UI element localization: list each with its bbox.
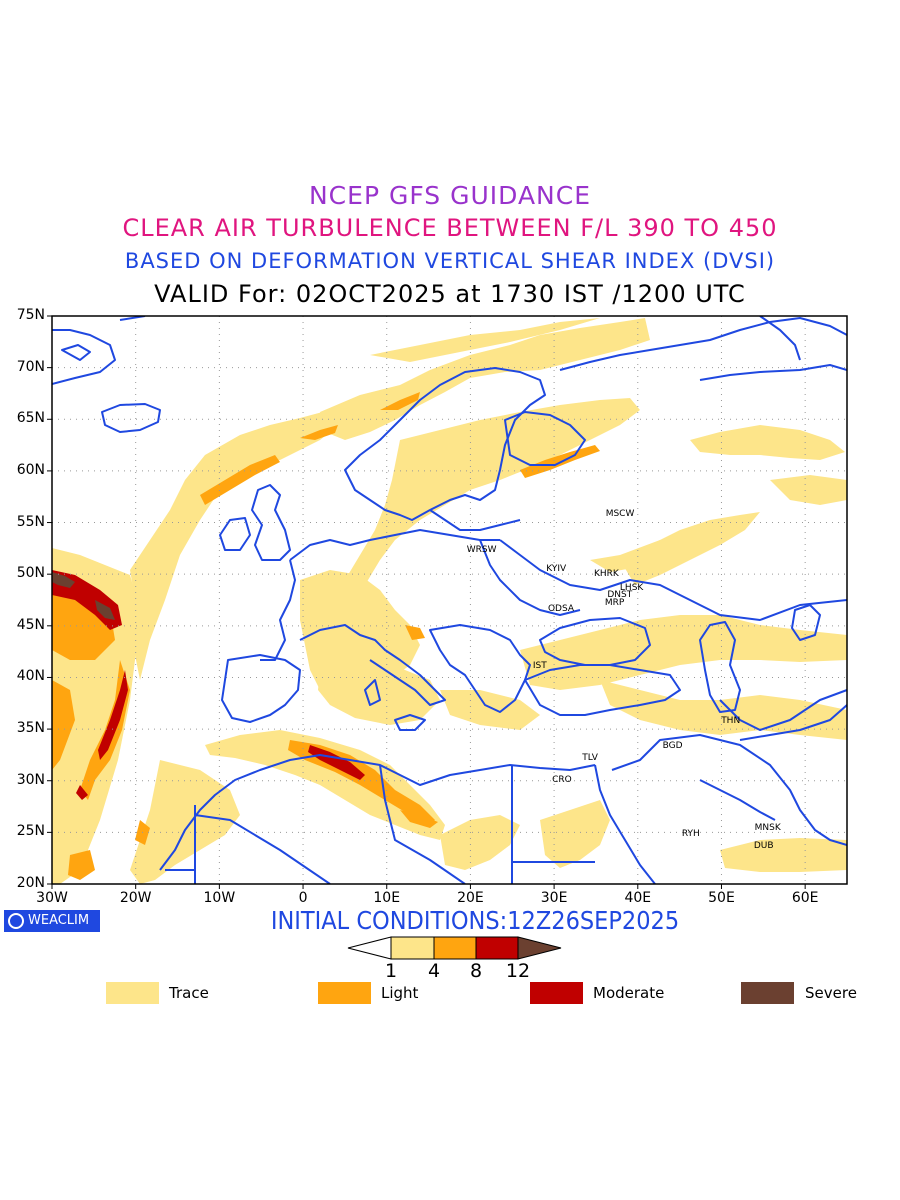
city-label: KYIV <box>546 564 567 575</box>
legend-label-severe: Severe <box>805 984 857 1002</box>
weaclim-badge: WEACLIM <box>4 910 100 932</box>
city-label: KHRK <box>593 569 619 580</box>
lat-label: 45N <box>16 616 45 633</box>
coastlines-and-borders <box>52 316 847 884</box>
turbulence-field <box>52 316 847 884</box>
title-line-2: CLEAR AIR TURBULENCE BETWEEN F/L 390 TO … <box>122 214 778 242</box>
colorbar-tick: 1 <box>384 960 398 982</box>
legend-label-moderate: Moderate <box>593 984 665 1002</box>
city-label: DUB <box>753 840 774 851</box>
city-label: BGD <box>662 740 683 751</box>
lon-label: 30W <box>36 890 68 906</box>
lat-label: 40N <box>16 668 45 685</box>
legend-swatch-moderate <box>530 982 583 1004</box>
lon-label: 30E <box>540 890 568 906</box>
city-label: MSCW <box>605 509 635 520</box>
logo-ring-icon <box>8 913 24 929</box>
colorbar-tick: 8 <box>469 960 483 982</box>
city-label: IST <box>532 661 547 672</box>
lat-label: 50N <box>16 565 45 582</box>
city-label: MNSK <box>754 823 781 834</box>
lon-label: 50E <box>708 890 735 906</box>
city-label: RYH <box>681 829 700 840</box>
city-label: TLV <box>582 753 598 764</box>
map-frame <box>51 315 848 885</box>
lat-label: 75N <box>16 307 45 323</box>
legend-label-light: Light <box>381 984 419 1002</box>
city-label: THN <box>721 715 741 726</box>
colorbar-tick: 12 <box>505 960 531 982</box>
colorbar <box>347 936 562 960</box>
city-label: CRO <box>552 774 572 785</box>
lon-label: 20W <box>119 890 152 906</box>
lat-label: 20N <box>16 875 45 891</box>
severe-areas <box>52 572 115 620</box>
axis-ticks <box>47 315 806 889</box>
legend-swatch-light <box>318 982 371 1004</box>
lat-label: 65N <box>16 410 45 427</box>
lon-label: 20E <box>457 890 484 906</box>
legend-swatch-severe <box>741 982 794 1004</box>
lon-label: 0 <box>298 890 308 906</box>
lat-label: 25N <box>16 823 45 840</box>
title-line-3: BASED ON DEFORMATION VERTICAL SHEAR INDE… <box>124 249 776 273</box>
trace-areas <box>52 318 847 884</box>
city-label: WRSW <box>466 545 497 556</box>
lat-label: 35N <box>16 720 45 737</box>
lat-label: 60N <box>16 461 45 478</box>
badge-label: WEACLIM <box>28 913 90 928</box>
city-label: DNST <box>607 589 633 600</box>
lon-label: 10W <box>203 890 236 906</box>
city-label: MRP <box>604 598 625 609</box>
lon-label: 10E <box>373 890 401 906</box>
lon-label: 40E <box>624 890 652 906</box>
valid-time: VALID For: 02OCT2025 at 1730 IST /1200 U… <box>154 280 746 308</box>
lon-label: 60E <box>791 890 819 906</box>
city-label: LHSK <box>619 582 644 593</box>
initial-conditions: INITIAL CONDITIONS:12Z26SEP2025 <box>270 906 680 935</box>
legend-label-trace: Trace <box>169 984 209 1002</box>
colorbar-tick: 4 <box>427 960 441 982</box>
lat-label: 70N <box>16 358 45 375</box>
city-label: ODSA <box>547 604 575 615</box>
lat-label: 30N <box>16 771 45 788</box>
title-line-1: NCEP GFS GUIDANCE <box>308 181 591 210</box>
legend-swatch-trace <box>106 982 159 1004</box>
lat-label: 55N <box>16 513 45 530</box>
